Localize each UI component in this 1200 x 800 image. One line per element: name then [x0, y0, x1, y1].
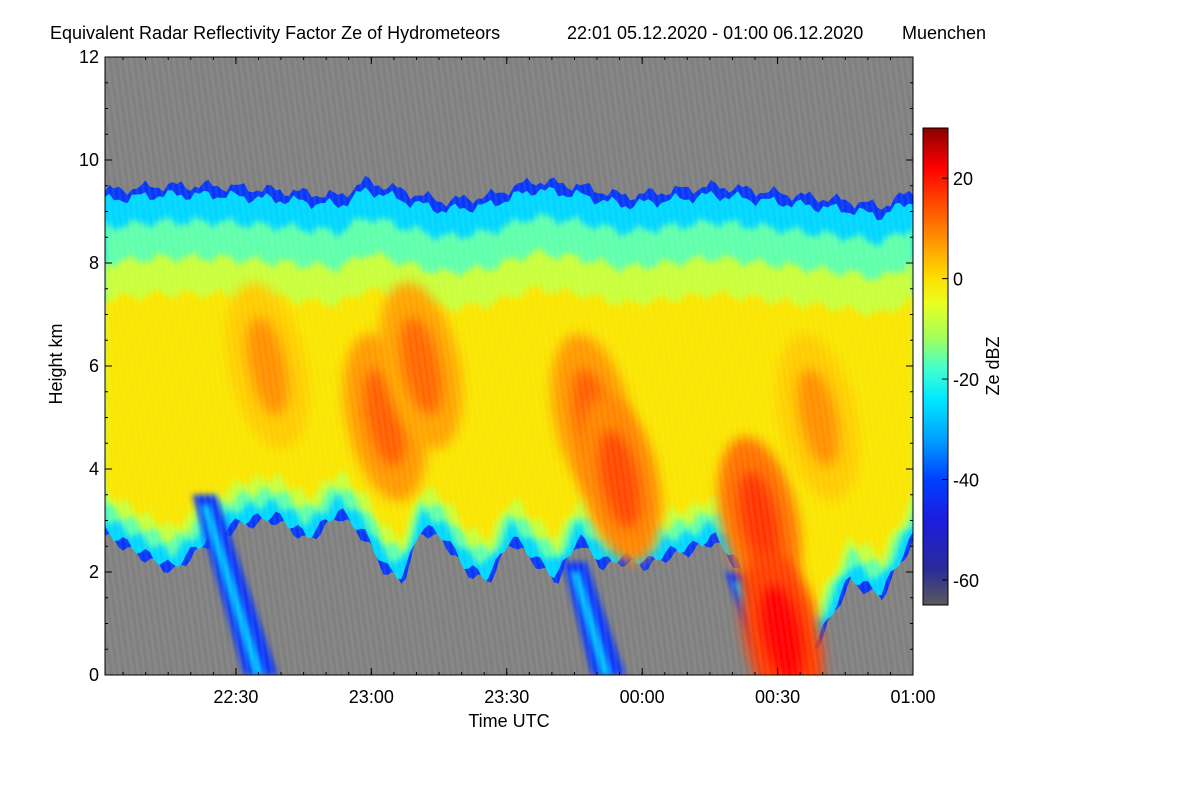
y-axis-label: Height km — [46, 323, 66, 404]
colorbar: -60 -40 -20 0 20 Ze dBZ — [922, 127, 1003, 606]
x-tick-label: 23:00 — [349, 687, 394, 707]
colorbar-tick-label: 0 — [953, 270, 963, 290]
y-tick-label: 4 — [89, 459, 99, 479]
y-tick-label: 6 — [89, 356, 99, 376]
chart-title: Equivalent Radar Reflectivity Factor Ze … — [50, 23, 500, 43]
colorbar-tick-label: -20 — [953, 370, 979, 390]
colorbar-tick-label: -60 — [953, 571, 979, 591]
plot-area — [104, 56, 914, 676]
streak-texture — [105, 57, 913, 675]
y-axis: 0 2 4 6 8 10 12 — [79, 47, 913, 685]
colorbar-ticks: -60 -40 -20 0 20 — [942, 169, 979, 591]
x-tick-label: 01:00 — [890, 687, 935, 707]
x-tick-label: 00:30 — [755, 687, 800, 707]
colorbar-tick-label: -40 — [953, 470, 979, 490]
x-tick-label: 22:30 — [213, 687, 258, 707]
colorbar-tick-label: 20 — [953, 169, 973, 189]
x-axis: 22:30 23:00 23:30 00:00 00:30 01:00 — [122, 57, 936, 707]
x-tick-label: 23:30 — [484, 687, 529, 707]
y-tick-label: 10 — [79, 150, 99, 170]
y-tick-label: 8 — [89, 253, 99, 273]
chart-time-range: 22:01 05.12.2020 - 01:00 06.12.2020 — [567, 23, 863, 43]
x-axis-label: Time UTC — [468, 711, 549, 731]
y-tick-label: 0 — [89, 665, 99, 685]
reflectivity-field — [105, 57, 913, 675]
chart-location: Muenchen — [902, 23, 986, 43]
y-tick-label: 2 — [89, 562, 99, 582]
y-tick-label: 12 — [79, 47, 99, 67]
colorbar-label: Ze dBZ — [983, 336, 1003, 395]
colorbar-gradient — [922, 127, 949, 606]
x-tick-label: 00:00 — [620, 687, 665, 707]
